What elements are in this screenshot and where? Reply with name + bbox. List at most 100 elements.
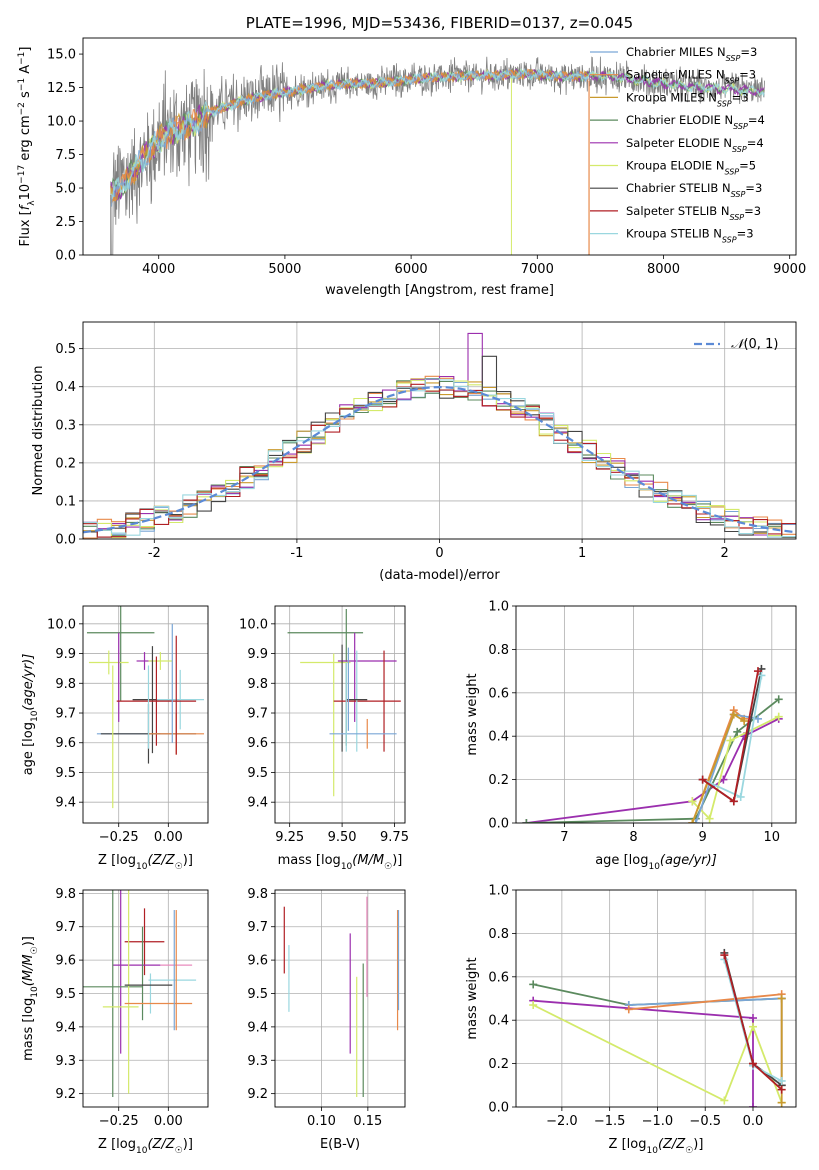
y-tick-label: 7.5 [55,148,76,163]
axes-frame [82,889,209,1108]
legend-ssp: 3 [741,90,748,104]
x-tick-label: 0.00 [154,830,183,845]
legend-sub: SSP [724,76,739,85]
y-axis-label: mass [log10(M/M☉)] [21,936,40,1061]
legend-name: Salpeter STELIB [626,204,717,218]
legend-ssp: 5 [749,159,756,173]
series-line [691,713,745,823]
x-tick-label: 10 [764,830,781,845]
y-tick-label: 0.0 [55,533,76,548]
legend-ssp: 3 [754,204,761,218]
axes-frame [82,321,797,540]
y-tick-label: 0.6 [488,686,509,701]
label-part: λ [27,200,37,206]
y-tick-label: 9.7 [247,707,268,722]
y-tick-label: 10.0 [47,115,76,130]
chart-mass_vs_Z: −0.25 0.009.29.39.49.59.69.79.8Z [log10(Z… [21,887,209,1156]
x-tick-label: 6000 [395,262,428,277]
label-part: mass [log [278,853,341,868]
y-axis-label: Flux [fλ10−17 erg cm−2 s−1 A−1] [17,47,37,247]
y-tick-label: 0.2 [488,1057,509,1072]
label-part: erg cm [18,115,33,164]
legend-name: Chabrier MILES [626,45,713,59]
legend-sub: SSP [717,99,732,108]
legend-name: Kroupa ELODIE [626,159,712,173]
y-tick-label: 9.9 [55,647,76,662]
legend-ssp: 3 [750,45,757,59]
x-tick-label: 8000 [647,262,680,277]
grid [83,890,208,1107]
label-part: )] [183,1137,193,1152]
x-tick-label: −1.5 [594,1114,626,1129]
plot-area [287,608,401,797]
label-part: −17 [17,165,27,184]
y-tick-label: 15.0 [47,48,76,63]
label-part: −2 [17,102,27,115]
y-tick-label: 0.6 [488,970,509,985]
y-tick-label: 9.9 [247,647,268,662]
x-axis-label: Z [log10(Z/Z☉)] [98,853,193,872]
x-tick-label: 9.75 [380,830,409,845]
plot-area [283,896,400,1097]
y-tick-label: 9.4 [247,1020,268,1035]
x-axis-label: mass [log10(M/M☉)] [278,853,403,872]
label-part: (M/M [21,954,36,986]
y-tick-label: 10.0 [239,617,268,632]
legend-N: N [716,159,725,173]
x-tick-label: 0 [435,546,443,561]
grid [516,889,796,1108]
chart-mass_vs_ebv: 0.10 0.15 9.2 9.3 9.4 9.5 9.6 9.7 9.8 E(B-V) [247,887,406,1152]
label-part: )] [693,1137,703,1152]
histogram-ChabrierSTELIB [83,355,796,538]
legend-sub: SSP [732,144,747,153]
plot-area [529,948,786,1107]
y-tick-label: 9.8 [55,677,76,692]
y-axis-label: mass weight [465,957,480,1039]
legend-name: (0, 1) [743,337,778,352]
y-tick-label: 9.7 [55,707,76,722]
y-tick-label: 0.1 [55,494,76,509]
x-tick-label: −1.0 [642,1114,674,1129]
label-part: Z [log [98,853,136,868]
legend-sub: SSP [731,190,746,199]
series-line [532,1004,783,1104]
label-part: 10 [646,1146,658,1156]
y-tick-label: 9.3 [55,1054,76,1069]
y-tick-label: 9.3 [247,1054,268,1069]
y-tick-label: 9.5 [55,987,76,1002]
y-tick-label: 0.0 [55,249,76,264]
y-tick-label: 9.8 [55,887,76,902]
x-tick-label: 0.15 [353,1114,382,1129]
legend-name: Salpeter ELODIE [626,136,720,150]
label-part: Flux [ [18,210,33,246]
legend-sub: SSP [729,212,744,221]
x-axis-label: (data-model)/error [379,568,500,583]
legend-entry: Kroupa STELIB NSSP=3 [626,227,754,245]
legend-sub: SSP [724,167,739,176]
label-part: A [18,65,33,78]
label-part: (age/yr)] [21,654,36,711]
label-part: 10 [136,1146,148,1156]
legend-N: N [722,181,731,195]
y-tick-label: 1.0 [488,884,509,899]
legend-name: Chabrier STELIB [626,181,718,195]
y-tick-label: 9.2 [247,1087,268,1102]
legend-eq: = [745,181,755,195]
y-tick-label: 0.0 [488,1101,509,1116]
histogram-KroupaSTELIB [83,378,796,538]
y-tick-label: 9.4 [55,796,76,811]
label-part: )] [183,853,193,868]
x-tick-label: 0.00 [154,1114,183,1129]
y-tick-label: 9.6 [55,954,76,969]
x-tick-label: -2 [148,546,161,561]
label-part: E(B-V) [320,1137,360,1152]
x-tick-label: −0.5 [689,1114,721,1129]
label-part: −1 [17,78,27,91]
label-part: (Z/Z [658,1137,686,1152]
label-part: 10 [30,710,40,722]
legend-sub: SSP [726,54,741,63]
legend-entry: Salpeter ELODIE NSSP=4 [626,136,764,154]
legend-sub: SSP [733,122,748,131]
x-tick-label: 9.50 [328,830,357,845]
